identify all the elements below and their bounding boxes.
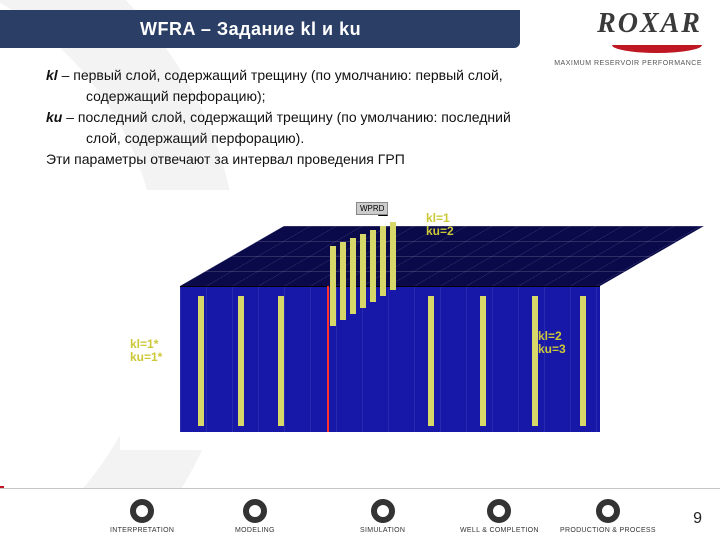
footer-item-interpretation: INTERPRETATION <box>110 499 174 534</box>
footer: INTERPRETATION MODELING SIMULATION WELL … <box>0 488 720 540</box>
perforation-bar <box>340 242 346 320</box>
perforation-bar <box>360 234 366 308</box>
diagram-3d-grid: WPRD kl=1*ku=1* kl=1ku=2 kl=2ku=3 <box>120 190 620 450</box>
footer-item-label: PRODUCTION & PROCESS <box>560 527 656 534</box>
definition-kl: kl – первый слой, содержащий трещину (по… <box>46 66 656 85</box>
footer-item-simulation: SIMULATION <box>360 499 405 534</box>
label-right: kl=2ku=3 <box>538 330 566 356</box>
footer-item-label: INTERPRETATION <box>110 527 174 534</box>
perforation-bar <box>580 296 586 426</box>
perforation-bar <box>380 226 386 296</box>
definition-ku-line2: слой, содержащий перфорацию). <box>46 129 656 148</box>
perforation-bar <box>532 296 538 426</box>
ring-icon <box>371 499 395 523</box>
brand-name: ROXAR <box>554 8 702 40</box>
label-left: kl=1*ku=1* <box>130 338 162 364</box>
ring-icon <box>487 499 511 523</box>
ring-icon <box>243 499 267 523</box>
perforation-bar <box>480 296 486 426</box>
perforation-bar <box>370 230 376 302</box>
footer-item-production: PRODUCTION & PROCESS <box>560 499 656 534</box>
footer-item-label: SIMULATION <box>360 527 405 534</box>
perforation-bar <box>278 296 284 426</box>
perforation-bar <box>330 246 336 326</box>
ring-icon <box>596 499 620 523</box>
page-number: 9 <box>693 510 702 528</box>
body-summary: Эти параметры отвечают за интервал прове… <box>46 150 656 169</box>
brand-swoosh-icon <box>612 45 702 53</box>
footer-item-label: WELL & COMPLETION <box>460 527 539 534</box>
definition-ku: ku – последний слой, содержащий трещину … <box>46 108 656 127</box>
label-top: kl=1ku=2 <box>426 212 454 238</box>
fracture-line <box>327 286 329 432</box>
title-bar: WFRA – Задание kl и ku <box>0 10 520 48</box>
body-text: kl – первый слой, содержащий трещину (по… <box>46 66 656 170</box>
footer-item-well: WELL & COMPLETION <box>460 499 539 534</box>
perforation-bar <box>238 296 244 426</box>
ring-icon <box>130 499 154 523</box>
perforation-bar <box>390 222 396 290</box>
grid-block: WPRD <box>180 226 600 432</box>
footer-item-modeling: MODELING <box>235 499 275 534</box>
definition-kl-line2: содержащий перфорацию); <box>46 87 656 106</box>
perforation-bar <box>198 296 204 426</box>
perforation-bar <box>428 296 434 426</box>
footer-item-label: MODELING <box>235 527 275 534</box>
perforation-bar <box>350 238 356 314</box>
well-label: WPRD <box>356 202 388 215</box>
slide-title: WFRA – Задание kl и ku <box>140 19 361 40</box>
brand-logo: ROXAR MAXIMUM RESERVOIR PERFORMANCE <box>554 8 702 67</box>
slide: WFRA – Задание kl и ku ROXAR MAXIMUM RES… <box>0 0 720 540</box>
